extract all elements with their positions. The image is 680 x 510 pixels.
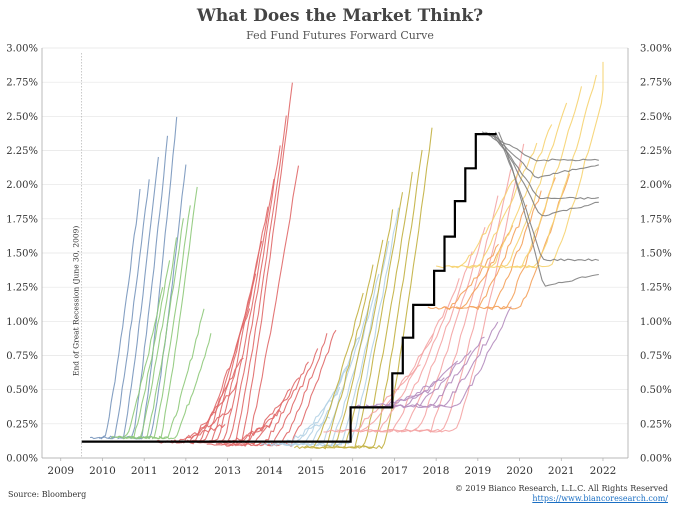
y-tick-label-left: 0.00% xyxy=(6,454,38,465)
y-ticks-left: 0.00% 0.25% 0.50% 0.75% 1.00% 1.25% 1.50% 1.75%… xyxy=(6,44,38,465)
y-tick-label-left: 2.75% xyxy=(6,78,38,89)
forward-curve-line xyxy=(126,116,178,440)
forward-curve-line xyxy=(451,142,538,269)
y-tick-label-right: 1.50% xyxy=(640,249,672,260)
x-tick-label: 2014 xyxy=(256,465,283,477)
x-tick-label: 2013 xyxy=(214,465,241,477)
y-tick-label-right: 1.75% xyxy=(640,214,672,225)
forward-curve-line xyxy=(498,173,571,310)
forward-curve-line xyxy=(525,61,604,269)
y-tick-label-right: 2.00% xyxy=(640,180,672,191)
x-tick-label: 2022 xyxy=(590,465,617,477)
forward-curve-line xyxy=(309,273,380,447)
forward-curve-line xyxy=(215,409,282,447)
y-tick-label-right: 0.50% xyxy=(640,385,672,396)
y-tick-label-left: 2.00% xyxy=(6,180,38,191)
forward-curve-line xyxy=(329,207,400,446)
y-tick-label-right: 1.00% xyxy=(640,317,672,328)
y-tick-label-left: 1.25% xyxy=(6,283,38,294)
forward-curve-line xyxy=(158,333,212,440)
website-link[interactable]: https://www.biancoresearch.com/ xyxy=(532,494,668,503)
forward-curve-line xyxy=(426,143,525,433)
y-tick-label-left: 3.00% xyxy=(6,44,38,55)
forward-curve-line xyxy=(313,239,384,449)
y-tick-label-right: 0.00% xyxy=(640,454,672,465)
y-tick-label-left: 1.75% xyxy=(6,214,38,225)
forward-curve-line xyxy=(233,377,300,447)
forward-curve-line xyxy=(491,132,599,217)
chart-subtitle: Fed Fund Futures Forward Curve xyxy=(246,29,434,42)
forward-curve-line xyxy=(323,364,421,433)
x-tick-label: 2015 xyxy=(298,465,325,477)
source-note: Source: Bloomberg xyxy=(8,490,87,499)
y-tick-label-right: 2.25% xyxy=(640,146,672,157)
y-tick-label-left: 1.50% xyxy=(6,249,38,260)
y-ticks-right: 0.00% 0.25% 0.50% 0.75% 1.00% 1.25% 1.50% 1.75%… xyxy=(640,44,672,465)
forward-curve-line xyxy=(435,162,523,269)
forward-curve-line xyxy=(406,336,485,408)
forward-curve-line xyxy=(510,74,597,269)
forward-curve-line xyxy=(427,243,499,311)
recession-end-label: End of Great Recession (June 30, 2009) xyxy=(72,226,81,376)
x-tick-label: 2010 xyxy=(89,465,116,477)
y-tick-label-left: 0.25% xyxy=(6,419,38,430)
x-tick-label: 2009 xyxy=(47,465,74,477)
forward-curve-line xyxy=(343,171,413,449)
x-tick-label: 2017 xyxy=(381,465,408,477)
x-tick-label: 2012 xyxy=(173,465,200,477)
y-tick-label-left: 1.00% xyxy=(6,317,38,328)
effective-rate-line xyxy=(81,133,497,443)
y-tick-label-left: 0.50% xyxy=(6,385,38,396)
y-tick-label-right: 0.25% xyxy=(640,419,672,430)
forward-curve-line xyxy=(392,350,472,409)
forward-curve-line xyxy=(293,292,364,450)
forward-curve-line xyxy=(89,188,141,440)
x-tick-label: 2019 xyxy=(464,465,491,477)
plot-frame xyxy=(41,48,629,459)
forward-curve-line xyxy=(484,177,556,310)
forward-curve-line xyxy=(413,169,512,433)
x-tick-label: 2021 xyxy=(548,465,575,477)
forward-curve-line xyxy=(303,264,374,450)
forward-curve-line xyxy=(465,124,553,268)
y-tick-label-left: 0.75% xyxy=(6,351,38,362)
forward-curve-line xyxy=(124,237,178,440)
chart-title: What Does the Market Think? xyxy=(196,6,484,26)
forward-curve-line xyxy=(98,179,150,439)
forward-curve-line xyxy=(290,336,360,447)
x-tick-label: 2018 xyxy=(423,465,450,477)
y-tick-label-right: 3.00% xyxy=(640,44,672,55)
copyright-note: © 2019 Bianco Research, L.L.C. All Right… xyxy=(454,484,668,493)
annotation: End of Great Recession (June 30, 2009) xyxy=(72,53,83,458)
forward-curve-line xyxy=(333,192,404,449)
forward-curve-line xyxy=(441,225,514,310)
x-ticks: 2009 2010 2011 2012 2013 2014 2015 2016 2017 2018… xyxy=(47,458,616,477)
x-tick-label: 2016 xyxy=(339,465,366,477)
forward-curve-line xyxy=(252,348,319,447)
forward-curve-line xyxy=(481,131,599,162)
forward-curve-line xyxy=(432,306,512,408)
forward-curve-line xyxy=(495,86,583,269)
x-tick-label: 2011 xyxy=(131,465,158,477)
forward-curve-line xyxy=(131,218,184,440)
forward-curve-line xyxy=(260,416,331,446)
forward-curve-line xyxy=(480,102,568,269)
y-tick-label-right: 1.25% xyxy=(640,283,672,294)
y-tick-label-right: 2.75% xyxy=(640,78,672,89)
forward-curve-line xyxy=(419,321,499,408)
effective-rate-step xyxy=(81,133,497,443)
y-tick-label-right: 2.50% xyxy=(640,112,672,123)
forward-curve-line xyxy=(498,131,599,287)
y-tick-label-right: 0.75% xyxy=(640,351,672,362)
forward-curve-line xyxy=(485,131,599,179)
forward-curve-line xyxy=(455,204,528,311)
x-tick-label: 2020 xyxy=(506,465,533,477)
forward-curve-line xyxy=(470,190,542,311)
forward-curves xyxy=(89,61,604,450)
y-tick-label-left: 2.50% xyxy=(6,112,38,123)
y-tick-label-left: 2.25% xyxy=(6,146,38,157)
